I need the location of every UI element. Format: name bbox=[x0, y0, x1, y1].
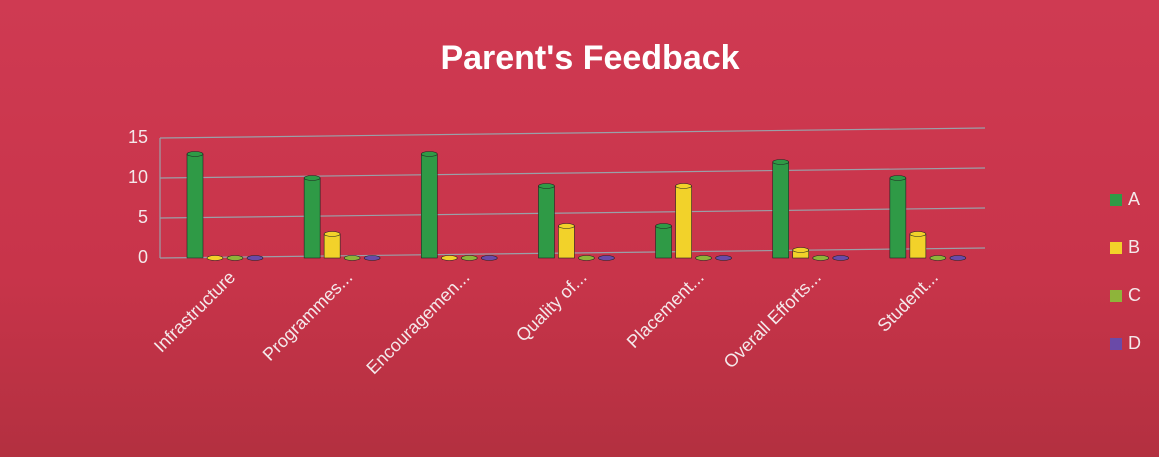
legend-swatch bbox=[1110, 290, 1122, 302]
bar-top bbox=[363, 255, 381, 261]
x-tick-label: Encouragemen... bbox=[362, 267, 473, 378]
bar-top bbox=[655, 223, 672, 229]
bar-top bbox=[343, 255, 361, 261]
bar-top bbox=[460, 255, 478, 261]
y-tick-label: 15 bbox=[128, 127, 148, 147]
bar-top bbox=[303, 175, 321, 181]
bar bbox=[675, 185, 692, 259]
bar-top bbox=[675, 183, 692, 189]
y-tick-label: 10 bbox=[128, 167, 148, 187]
bar-top bbox=[420, 151, 438, 157]
x-tick-label: Programmes... bbox=[259, 267, 357, 365]
bar bbox=[186, 153, 204, 259]
bar-top bbox=[832, 255, 850, 261]
bar bbox=[420, 153, 438, 259]
bar-top bbox=[889, 175, 907, 181]
legend-label: B bbox=[1128, 237, 1140, 257]
chart-title: Parent's Feedback bbox=[440, 39, 739, 77]
bar-top bbox=[715, 255, 732, 261]
legend-label: D bbox=[1128, 333, 1141, 353]
bar-top bbox=[949, 255, 967, 261]
x-tick-label: Placement... bbox=[623, 267, 708, 352]
bar-top bbox=[695, 255, 712, 261]
x-tick-label: Quality of... bbox=[512, 267, 591, 346]
bar-top bbox=[929, 255, 947, 261]
bar-top bbox=[440, 255, 458, 261]
y-tick-label: 5 bbox=[138, 207, 148, 227]
bar-top bbox=[598, 255, 615, 261]
x-tick-label: Student... bbox=[873, 267, 942, 336]
x-tick-label: Overall Efforts... bbox=[720, 267, 825, 372]
bar bbox=[303, 177, 321, 259]
bar-top bbox=[226, 255, 244, 261]
legend-swatch bbox=[1110, 194, 1122, 206]
bar-top bbox=[558, 223, 575, 229]
bar bbox=[323, 233, 341, 259]
bar bbox=[655, 225, 672, 259]
bar-top bbox=[480, 255, 498, 261]
bar-top bbox=[792, 247, 810, 253]
bar-top bbox=[323, 231, 341, 237]
bar-top bbox=[206, 255, 224, 261]
bar-top bbox=[772, 159, 790, 165]
grid-line bbox=[159, 127, 986, 139]
grid-line bbox=[159, 207, 986, 219]
bar-top bbox=[909, 231, 927, 237]
x-tick-label: Infrastructure bbox=[150, 267, 239, 356]
bar bbox=[909, 233, 927, 259]
bar bbox=[558, 225, 575, 259]
y-tick-label: 0 bbox=[138, 247, 148, 267]
bar-top bbox=[246, 255, 264, 261]
bar bbox=[772, 161, 790, 259]
bar bbox=[538, 185, 555, 259]
bar bbox=[889, 177, 907, 259]
grid-line bbox=[159, 167, 986, 179]
bar-top bbox=[578, 255, 595, 261]
legend-swatch bbox=[1110, 242, 1122, 254]
legend-swatch bbox=[1110, 338, 1122, 350]
legend-label: C bbox=[1128, 285, 1141, 305]
bar-top bbox=[186, 151, 204, 157]
bar-top bbox=[812, 255, 830, 261]
bar-top bbox=[538, 183, 555, 189]
legend-label: A bbox=[1128, 189, 1140, 209]
